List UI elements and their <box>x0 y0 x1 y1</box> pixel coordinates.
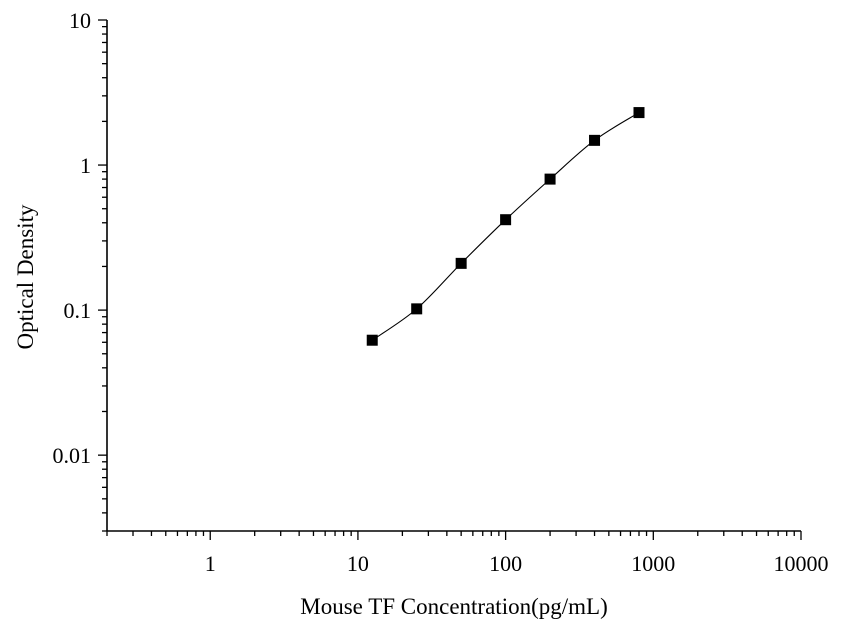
y-tick-label: 10 <box>69 8 91 33</box>
series-markers <box>366 107 645 346</box>
y-axis-title: Optical Density <box>13 204 38 349</box>
data-point-marker <box>544 173 556 185</box>
x-tick-label: 10 <box>347 551 369 576</box>
y-axis-ticks: 0.01 0.1 1 10 <box>53 8 107 532</box>
y-tick-label: 0.01 <box>53 443 92 468</box>
y-tick-label: 1 <box>80 153 91 178</box>
data-point-marker <box>411 303 423 315</box>
data-point-marker <box>455 257 467 269</box>
data-point-marker <box>500 214 512 226</box>
data-point-marker <box>366 334 378 346</box>
x-tick-label: 1 <box>205 551 216 576</box>
x-axis-ticks: 1 10 100 1000 10000 <box>106 531 829 576</box>
axes <box>106 20 801 532</box>
data-point-marker <box>589 134 601 146</box>
x-tick-label: 1000 <box>631 551 675 576</box>
x-tick-label: 100 <box>489 551 522 576</box>
x-tick-label: 10000 <box>774 551 829 576</box>
y-tick-label: 0.1 <box>64 298 92 323</box>
data-point-marker <box>633 107 645 119</box>
x-axis-title: Mouse TF Concentration(pg/mL) <box>300 594 607 619</box>
